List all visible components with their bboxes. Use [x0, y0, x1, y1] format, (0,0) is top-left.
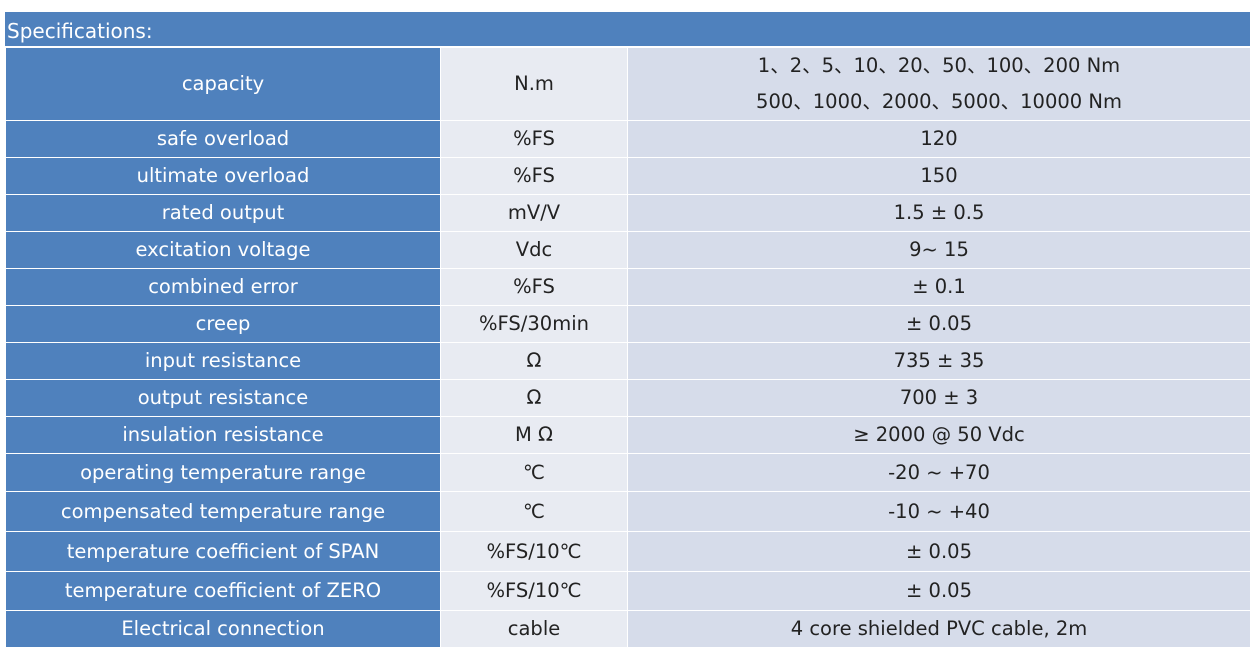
spec-unit: Vdc	[440, 231, 628, 269]
spec-row: insulation resistance M Ω ≥ 2000 @ 50 Vdc	[5, 416, 1251, 454]
spec-label: output resistance	[5, 379, 441, 417]
spec-value: 4 core shielded PVC cable, 2m	[627, 610, 1251, 648]
spec-unit: ℃	[440, 491, 628, 532]
spec-row: Electrical connection cable 4 core shielde…	[5, 610, 1251, 648]
value-line: ± 0.05	[906, 579, 972, 602]
spec-row: excitation voltage Vdc 9~ 15	[5, 231, 1251, 269]
value-line: 735 ± 35	[893, 349, 985, 372]
value-line: 1、2、5、10、20、50、100、200 Nm	[757, 54, 1121, 77]
spec-label: ultimate overload	[5, 157, 441, 195]
spec-table: capacity N.m 1、2、5、10、20、50、100、200 Nm 500、…	[5, 47, 1251, 648]
spec-unit: %FS/10℃	[440, 531, 628, 572]
spec-row: combined error %FS ± 0.1	[5, 268, 1251, 306]
spec-label: insulation resistance	[5, 416, 441, 454]
spec-unit: mV/V	[440, 194, 628, 232]
spec-row: capacity N.m 1、2、5、10、20、50、100、200 Nm 500、…	[5, 47, 1251, 121]
spec-row: temperature coefficient of ZERO %FS/10℃ ± …	[5, 571, 1251, 611]
value-line: ± 0.1	[912, 275, 966, 298]
spec-unit: N.m	[440, 47, 628, 121]
spec-unit: M Ω	[440, 416, 628, 454]
spec-label: creep	[5, 305, 441, 343]
spec-label: safe overload	[5, 120, 441, 158]
value-line: 120	[920, 127, 958, 150]
spec-row: rated output mV/V 1.5 ± 0.5	[5, 194, 1251, 232]
spec-row: ultimate overload %FS 150	[5, 157, 1251, 195]
spec-value: ± 0.05	[627, 531, 1251, 572]
value-line: 9~ 15	[909, 238, 969, 261]
value-line: ≥ 2000 @ 50 Vdc	[853, 423, 1025, 446]
spec-unit: ℃	[440, 453, 628, 492]
value-line: 500、1000、2000、5000、10000 Nm	[756, 90, 1122, 113]
spec-label: input resistance	[5, 342, 441, 380]
spec-value: ≥ 2000 @ 50 Vdc	[627, 416, 1251, 454]
spec-row: creep %FS/30min ± 0.05	[5, 305, 1251, 343]
spec-unit: %FS	[440, 157, 628, 195]
spec-value: -20 ~ +70	[627, 453, 1251, 492]
spec-unit: Ω	[440, 342, 628, 380]
spec-unit: %FS	[440, 120, 628, 158]
spec-value: 120	[627, 120, 1251, 158]
spec-unit: cable	[440, 610, 628, 648]
spec-value: 1、2、5、10、20、50、100、200 Nm 500、1000、2000、5…	[627, 47, 1251, 121]
spec-label: temperature coefficient of SPAN	[5, 531, 441, 572]
spec-value: 1.5 ± 0.5	[627, 194, 1251, 232]
spec-label: temperature coefficient of ZERO	[5, 571, 441, 611]
value-line: 4 core shielded PVC cable, 2m	[790, 617, 1088, 640]
spec-value: -10 ~ +40	[627, 491, 1251, 532]
spec-row: safe overload %FS 120	[5, 120, 1251, 158]
spec-value: ± 0.1	[627, 268, 1251, 306]
value-line: 700 ± 3	[899, 386, 979, 409]
value-line: -10 ~ +40	[888, 499, 990, 523]
spec-label: combined error	[5, 268, 441, 306]
value-line: ± 0.05	[906, 312, 972, 335]
value-line: ± 0.05	[906, 539, 972, 563]
spec-label: compensated temperature range	[5, 491, 441, 532]
spec-row: operating temperature range ℃ -20 ~ +70	[5, 453, 1251, 492]
spec-value: 150	[627, 157, 1251, 195]
spec-value: 735 ± 35	[627, 342, 1251, 380]
spec-value: 700 ± 3	[627, 379, 1251, 417]
spec-row: input resistance Ω 735 ± 35	[5, 342, 1251, 380]
spec-value: 9~ 15	[627, 231, 1251, 269]
spec-label: capacity	[5, 47, 441, 121]
spec-value: ± 0.05	[627, 571, 1251, 611]
spec-row: temperature coefficient of SPAN %FS/10℃ ± …	[5, 531, 1251, 572]
spec-unit: %FS/10℃	[440, 571, 628, 611]
spec-value: ± 0.05	[627, 305, 1251, 343]
spec-label: excitation voltage	[5, 231, 441, 269]
spec-unit: %FS	[440, 268, 628, 306]
spec-unit: %FS/30min	[440, 305, 628, 343]
value-line: 150	[920, 164, 958, 187]
spec-unit: Ω	[440, 379, 628, 417]
spec-label: rated output	[5, 194, 441, 232]
spec-label: Electrical connection	[5, 610, 441, 648]
value-line: -20 ~ +70	[888, 460, 990, 484]
header-title: Specifications:	[5, 12, 1250, 47]
spec-row: compensated temperature range ℃ -10 ~ +40	[5, 491, 1251, 532]
spec-sheet: Specifications: capacity N.m 1、2、5、10、20、5…	[5, 12, 1251, 648]
value-line: 1.5 ± 0.5	[893, 201, 985, 224]
spec-label: operating temperature range	[5, 453, 441, 492]
spec-row: output resistance Ω 700 ± 3	[5, 379, 1251, 417]
